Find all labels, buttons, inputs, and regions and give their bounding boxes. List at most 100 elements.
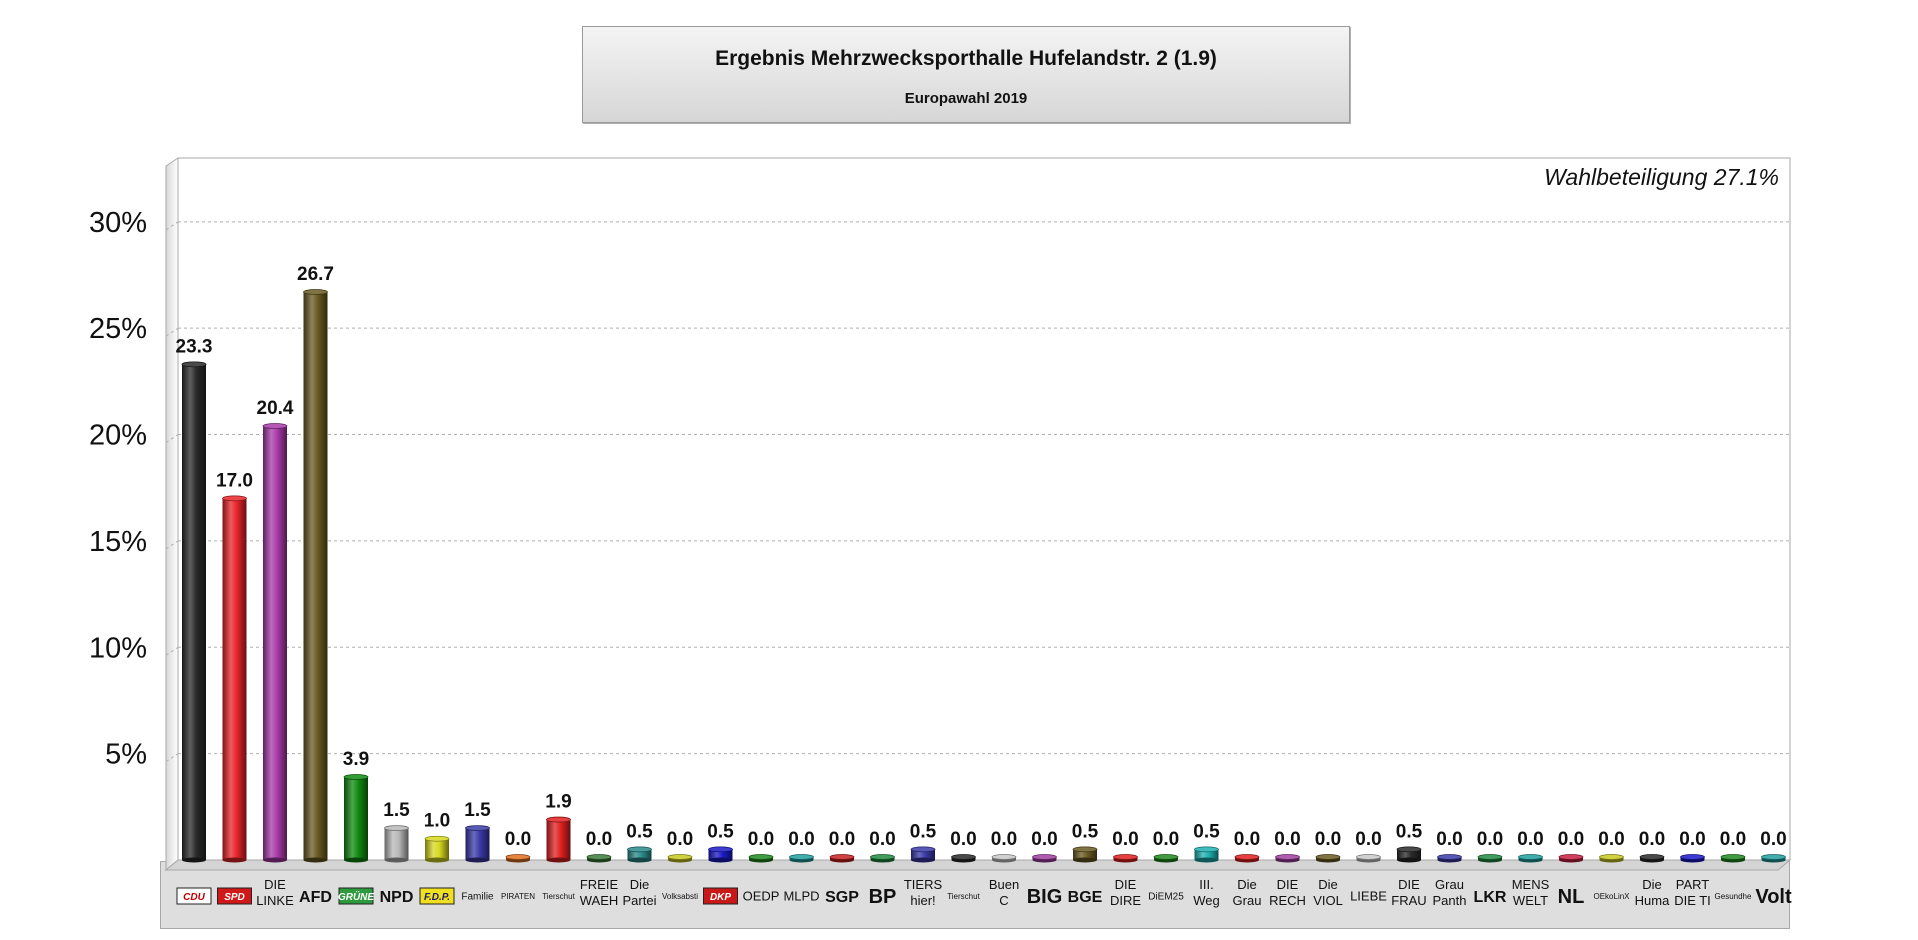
bar-value-label: 1.0	[424, 811, 450, 832]
category-label-line: Partei	[623, 893, 657, 908]
bar-cap	[343, 774, 369, 780]
bar-value-label: 1.5	[464, 800, 491, 821]
bar-cap	[384, 825, 409, 831]
bar-cap	[1396, 846, 1422, 853]
logo-box	[338, 887, 374, 905]
bar-base	[1397, 857, 1421, 863]
bar-value-label: 0.0	[1639, 829, 1665, 850]
bar	[1639, 854, 1665, 863]
category-label-line: DIE	[1277, 877, 1299, 892]
gridline-side	[165, 434, 179, 443]
plot-floor	[164, 859, 1792, 871]
category-label: OEkoLinX	[1593, 892, 1630, 901]
bar-body	[425, 838, 449, 860]
bar-value-label: 0.5	[626, 821, 653, 842]
bar-value-label: 0.0	[1153, 829, 1179, 850]
bar-base	[546, 857, 571, 863]
bar	[1558, 854, 1584, 863]
bar-base	[911, 857, 935, 863]
bar-body	[1397, 849, 1421, 860]
bar-value-label: 26.7	[297, 264, 334, 285]
bar	[1194, 846, 1219, 863]
category-label-line: VIOL	[1313, 893, 1343, 908]
category-label: Grau Panth	[1433, 877, 1467, 908]
bar-cap	[708, 846, 733, 853]
bar-value-label: 0.0	[667, 829, 693, 850]
gridline-side	[165, 753, 179, 763]
bar	[870, 854, 895, 863]
bar-cap	[627, 846, 652, 853]
bar	[1315, 854, 1341, 863]
bar	[424, 835, 450, 863]
category-label-line: III.	[1199, 877, 1213, 892]
bar-cap	[910, 846, 936, 853]
bar-base	[384, 857, 409, 863]
category-label: LIEBE	[1350, 889, 1387, 904]
bar-value-label: 1.9	[545, 792, 571, 813]
bar-cap	[1315, 854, 1341, 860]
category-label-line: Weg	[1193, 893, 1220, 908]
bar-value-label: 0.0	[1315, 829, 1341, 850]
bar	[627, 846, 652, 863]
category-label: Familie	[461, 892, 494, 903]
category-label-line: DIE	[1115, 877, 1137, 892]
bar-value-label: 0.0	[1234, 829, 1260, 850]
category-label-line: Die	[1642, 877, 1662, 892]
bar	[708, 846, 733, 863]
bar-value-label: 0.0	[505, 829, 531, 850]
category-logo: SPD	[217, 887, 252, 905]
y-tick-label: 25%	[89, 313, 147, 345]
bar-cap	[991, 854, 1017, 860]
category-label: BIG	[1027, 886, 1063, 908]
bar-cap	[303, 289, 328, 295]
bar	[303, 289, 328, 863]
bar-cap	[1194, 846, 1219, 853]
turnout-annotation: Wahlbeteiligung 27.1%	[1544, 164, 1779, 190]
bar-value-label: 0.5	[1193, 821, 1220, 842]
category-label: Volksabsti	[662, 892, 698, 901]
bar-cap	[586, 854, 612, 860]
bar-value-label: 0.0	[1558, 829, 1584, 850]
logo-box	[419, 887, 455, 905]
bar	[951, 854, 976, 863]
bar-value-label: 17.0	[216, 470, 253, 491]
gridline-side	[165, 221, 179, 231]
category-label-line: C	[999, 893, 1008, 908]
category-label-line: FRAU	[1391, 893, 1426, 908]
gridline-side	[165, 327, 179, 337]
category-label-line: LINKE	[256, 893, 294, 908]
category-label-line: Buen	[989, 877, 1019, 892]
logo-box	[176, 887, 212, 905]
category-label: Tierschut	[947, 892, 980, 901]
bar-value-label: 0.0	[991, 829, 1017, 850]
bar	[1477, 854, 1503, 863]
category-label-line: DIE TI	[1674, 893, 1711, 908]
y-tick-label: 20%	[89, 420, 147, 452]
bar	[1072, 846, 1098, 863]
bar-cap	[1032, 854, 1057, 860]
bar-cap	[870, 854, 895, 860]
bar-value-label: 3.9	[343, 749, 369, 770]
bar	[789, 854, 814, 863]
bar-cap	[1072, 846, 1098, 853]
category-label-line: Huma	[1635, 893, 1670, 908]
bar	[1113, 854, 1138, 863]
category-label-line: hier!	[910, 893, 935, 908]
bar-cap	[1275, 854, 1300, 860]
bar	[222, 495, 247, 863]
bar-body	[303, 292, 328, 860]
category-logo: GRÜNE	[338, 887, 374, 905]
bar-body	[222, 498, 247, 860]
category-label: DIE RECH	[1269, 877, 1306, 908]
bar	[748, 854, 774, 863]
bar-cap	[262, 423, 288, 429]
bar-value-label: 1.5	[383, 800, 410, 821]
bar	[1761, 854, 1786, 863]
bar	[1720, 854, 1746, 863]
bar	[343, 774, 369, 863]
bar	[181, 361, 207, 863]
bar	[384, 825, 409, 863]
category-label-line: FREIE	[580, 877, 619, 892]
logo-box	[703, 887, 738, 905]
